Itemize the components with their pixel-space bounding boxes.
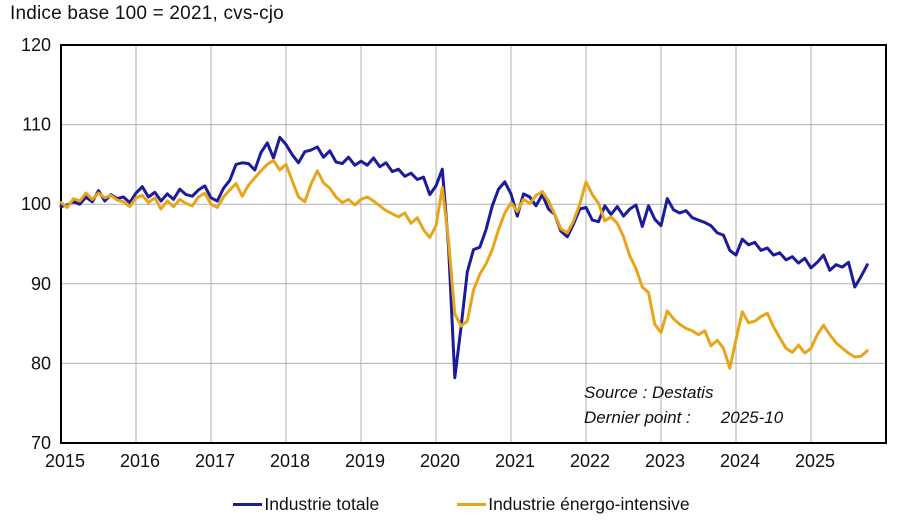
- legend-item-industrie-energo-intensive: Industrie énergo-intensive: [457, 494, 690, 515]
- y-tick-label: 100: [21, 194, 51, 214]
- last-point-label: Dernier point :: [584, 408, 691, 427]
- source-note: Source : Destatis: [584, 383, 714, 402]
- x-tick-label: 2025: [795, 451, 835, 471]
- x-tick-label: 2019: [345, 451, 385, 471]
- y-tick-label: 110: [22, 115, 51, 135]
- last-point-value: 2025-10: [720, 408, 784, 427]
- y-tick-label: 70: [31, 433, 51, 453]
- x-tick-label: 2018: [270, 451, 310, 471]
- x-tick-label: 2023: [645, 451, 685, 471]
- x-tick-label: 2016: [120, 451, 160, 471]
- x-tick-label: 2020: [420, 451, 460, 471]
- x-tick-label: 2017: [195, 451, 235, 471]
- legend-swatch-industrie-totale: [233, 503, 263, 506]
- y-tick-label: 90: [31, 274, 51, 294]
- last-point-note: Dernier point : 2025-10: [584, 405, 783, 430]
- x-tick-label: 2024: [720, 451, 760, 471]
- series-line-industrie-energo-intensive: [59, 158, 869, 370]
- legend-label-industrie-totale: Industrie totale: [264, 494, 380, 514]
- plot-border: [60, 44, 887, 444]
- x-tick-label: 2022: [570, 451, 610, 471]
- chart-legend: Industrie totale Industrie énergo-intens…: [0, 494, 923, 515]
- legend-swatch-industrie-energo-intensive: [457, 503, 487, 506]
- legend-label-industrie-energo-intensive: Industrie énergo-intensive: [488, 494, 690, 514]
- chart-title: Indice base 100 = 2021, cvs-cjo: [10, 3, 284, 24]
- y-tick-label: 80: [31, 353, 51, 373]
- x-tick-label: 2015: [45, 451, 85, 471]
- y-tick-label: 120: [21, 35, 51, 55]
- legend-item-industrie-totale: Industrie totale: [233, 494, 379, 515]
- x-tick-label: 2021: [495, 451, 535, 471]
- chart-annotation: Source : Destatis Dernier point : 2025-10: [584, 380, 783, 430]
- series-line-industrie-totale: [59, 135, 869, 380]
